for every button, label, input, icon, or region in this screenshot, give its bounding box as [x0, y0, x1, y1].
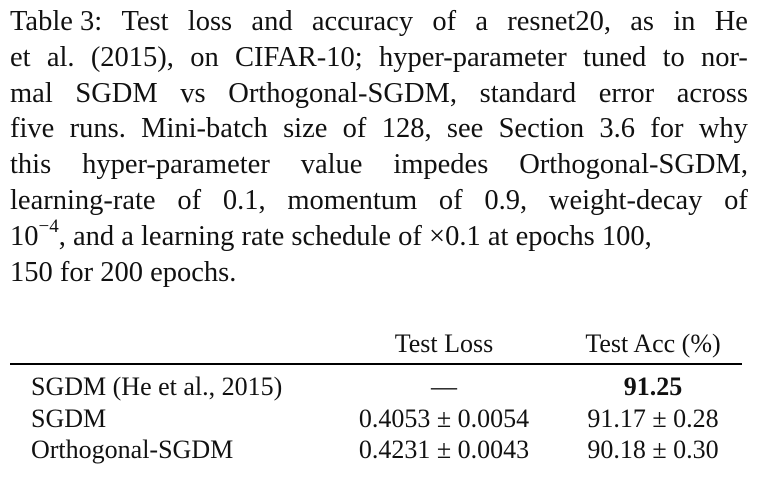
caption-word: accuracy — [311, 6, 414, 37]
results-table: Test Loss Test Acc (%) SGDM (He et al., … — [10, 329, 742, 467]
caption-word: 0.1, — [222, 184, 266, 216]
caption-word: tuned — [582, 41, 647, 73]
table-header-row: Test Loss Test Acc (%) — [10, 329, 740, 363]
caption-word: this — [10, 149, 52, 181]
caption-word: SGDM — [75, 77, 158, 109]
row-test-loss: 0.4053 ± 0.0054 — [358, 403, 530, 433]
row-method: Orthogonal-SGDM — [31, 435, 234, 464]
caption-word: hyper-parameter — [82, 149, 270, 181]
caption-word: momentum — [287, 184, 418, 216]
caption-word: error — [598, 77, 655, 109]
caption-word: He — [714, 6, 748, 37]
caption-word: on — [190, 41, 219, 73]
caption-word: across — [676, 77, 748, 109]
row-test-loss: — — [431, 372, 457, 401]
table-row: Orthogonal-SGDM 0.4231 ± 0.0043 90.18 ± … — [10, 435, 740, 467]
caption-word: and — [251, 6, 293, 37]
caption-word: learning-rate — [10, 184, 156, 216]
caption-word: mal — [10, 77, 53, 109]
caption-word: 0.9, — [484, 184, 528, 216]
row-method: SGDM (He et al., 2015) — [31, 372, 283, 401]
caption-word: of — [342, 113, 367, 145]
caption-word: in — [673, 6, 696, 37]
caption-word: vs — [180, 77, 206, 109]
caption-word: see — [446, 113, 484, 145]
caption-line: five runs. Mini-batch size of 128, see Section 3… — [10, 111, 748, 147]
caption-word: of — [432, 6, 457, 37]
table-rule — [10, 363, 742, 365]
row-method: SGDM — [31, 403, 107, 433]
caption-word: to — [662, 41, 685, 73]
table-row: SGDM (He et al., 2015) — 91.25 — [10, 372, 740, 404]
caption-word: resnet20, — [507, 6, 611, 37]
caption-line: et al. (2015), on CIFAR-10; hyper-parameter tu… — [10, 40, 748, 76]
exponent-power: −4 — [38, 215, 59, 237]
caption-word: impedes — [393, 149, 489, 181]
row-test-acc: 91.17 ± 0.28 — [587, 403, 719, 433]
caption-word: size — [283, 113, 328, 145]
caption-line-exponent: 10−4, and a learning rate schedule of ×0… — [10, 215, 748, 255]
caption-word: of — [177, 184, 202, 216]
header-test-acc: Test Acc (%) — [585, 329, 721, 358]
caption-word: Section — [498, 113, 585, 145]
caption-word: (2015), — [90, 41, 174, 73]
caption-word: Mini-batch — [141, 113, 268, 145]
caption-word: standard — [479, 77, 577, 109]
caption-word: a — [475, 6, 489, 37]
caption-line: Table 3: Test loss and accuracy of a resnet20, a… — [10, 4, 748, 40]
caption-word: runs. — [69, 113, 126, 145]
caption-word: as — [630, 6, 654, 37]
caption-word: why — [698, 113, 748, 145]
caption-word: al. — [46, 41, 75, 73]
caption-word: 128, — [381, 113, 432, 145]
caption-word: Orthogonal-SGDM, — [519, 149, 748, 181]
header-test-loss: Test Loss — [394, 329, 494, 358]
caption-word: et — [10, 41, 31, 73]
caption-word: five — [10, 113, 55, 145]
caption-word: value — [300, 149, 363, 181]
caption-word: for — [650, 113, 684, 145]
table-caption: Table 3: Test loss and accuracy of a resnet20, a… — [10, 4, 748, 290]
row-test-acc: 91.25 — [623, 372, 683, 401]
caption-line: learning-rate of 0.1, momentum of 0.9, weight-… — [10, 183, 748, 219]
caption-word: 3.6 — [599, 113, 635, 145]
caption-line: this hyper-parameter value impedes Orthogona… — [10, 147, 748, 183]
caption-word: Test — [121, 6, 169, 37]
caption-word: CIFAR-10; — [234, 41, 363, 73]
caption-word: of — [724, 184, 748, 216]
row-test-loss: 0.4231 ± 0.0043 — [358, 435, 530, 464]
caption-word: weight-decay — [548, 184, 703, 216]
caption-line-last: 150 for 200 epochs. — [10, 256, 237, 288]
caption-word: nor- — [701, 41, 748, 73]
caption-word: Orthogonal-SGDM, — [228, 77, 458, 109]
exponent-base: 10 — [10, 220, 39, 252]
caption-word: loss — [187, 6, 233, 37]
caption-word: hyper-parameter — [378, 41, 567, 73]
caption-word: Table 3: — [10, 6, 103, 37]
caption-word: of — [438, 184, 463, 216]
caption-line: mal SGDM vs Orthogonal-SGDM, standard error ac… — [10, 76, 748, 112]
table-row: SGDM 0.4053 ± 0.0054 91.17 ± 0.28 — [10, 404, 740, 436]
caption-line-rest: , and a learning rate schedule of ×0.1 a… — [58, 220, 652, 252]
row-test-acc: 90.18 ± 0.30 — [587, 435, 719, 464]
